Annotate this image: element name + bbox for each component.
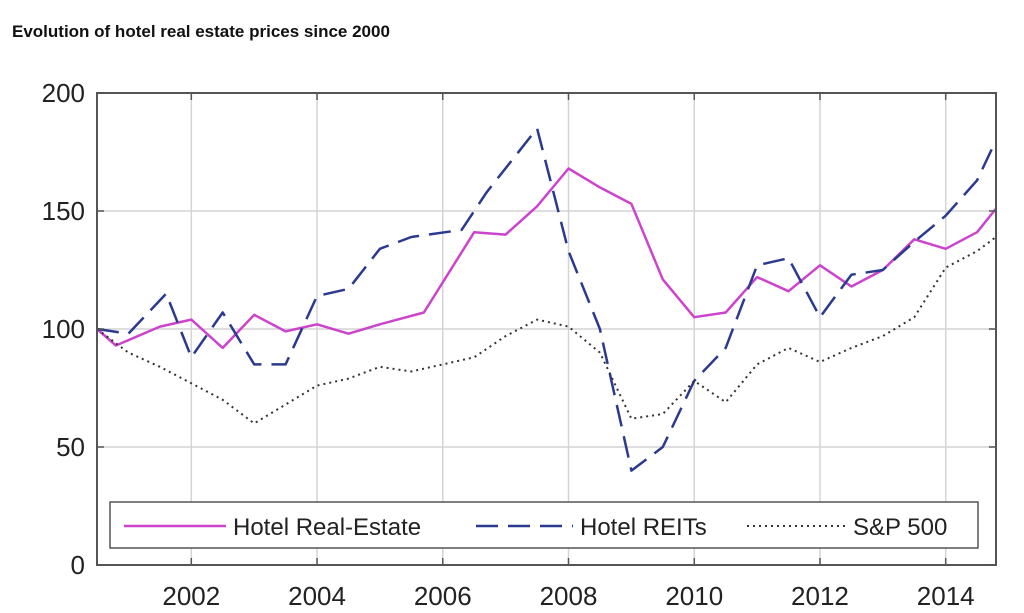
legend-label: Hotel Real-Estate [233,514,421,541]
series-lines [96,127,998,472]
series-line-hotel-real-estate [96,167,997,350]
axis-ticks: 2002 2004 2006 2008 2010 2012 2014 0 50 100 150 200 [42,78,996,611]
y-tick-label: 200 [42,78,85,108]
x-tick-label: 2002 [162,581,220,611]
x-tick-label: 2008 [540,581,598,611]
legend-label: Hotel REITs [580,514,707,541]
y-tick-label: 150 [42,196,85,226]
legend: Hotel Real-Estate Hotel REITs S&P 500 [109,501,979,549]
y-tick-label: 50 [56,432,85,462]
x-tick-label: 2010 [665,581,723,611]
series-line-s-p-500 [96,236,997,425]
y-tick-label: 100 [42,314,85,344]
x-tick-label: 2014 [917,581,975,611]
x-tick-label: 2006 [414,581,472,611]
grid-lines [97,93,996,565]
chart-title: Evolution of hotel real estate prices si… [12,22,390,41]
series-line-hotel-reits [96,127,998,472]
y-tick-label: 0 [71,550,85,580]
x-tick-label: 2004 [288,581,346,611]
x-tick-label: 2012 [791,581,849,611]
legend-label: S&P 500 [853,514,947,541]
